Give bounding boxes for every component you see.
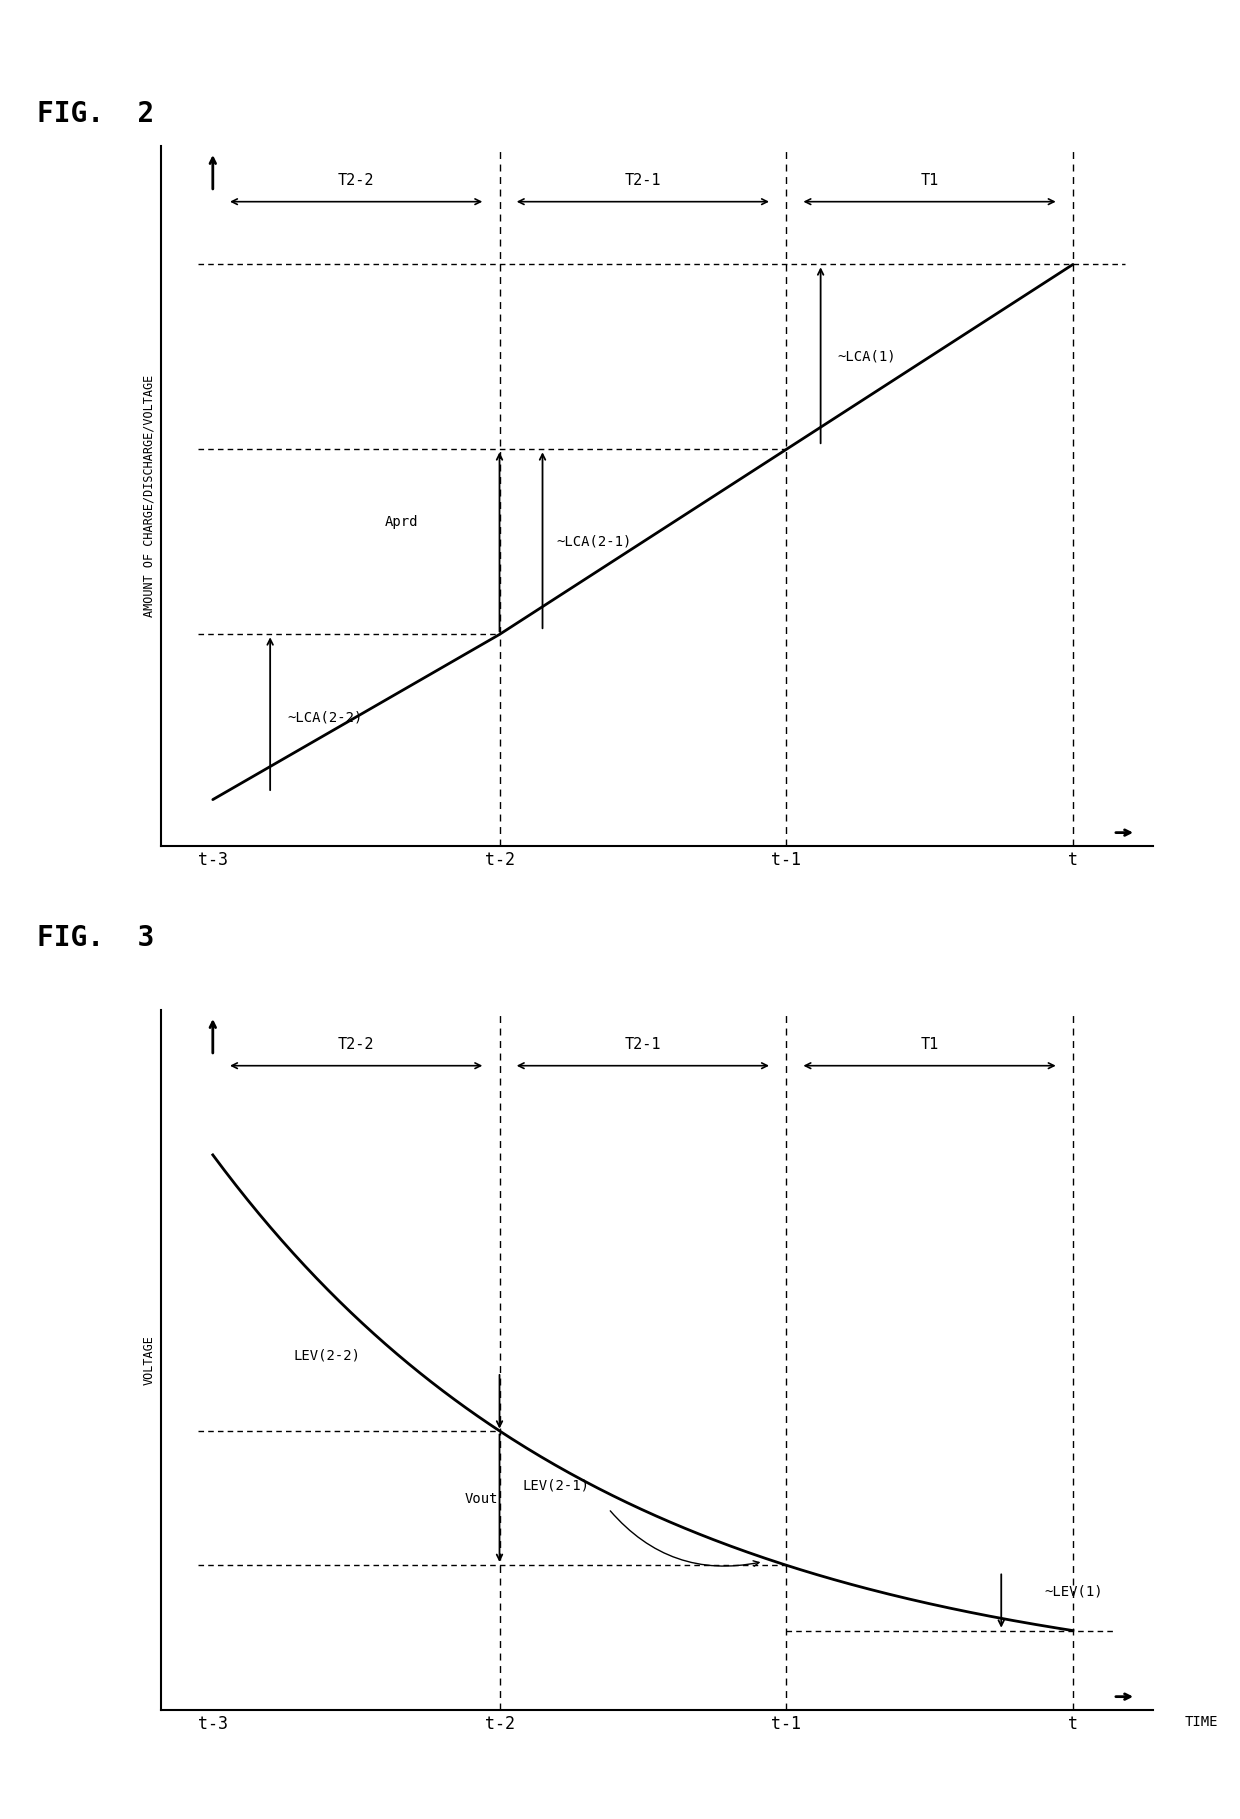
Text: T2-2: T2-2 bbox=[339, 1037, 374, 1053]
Text: T1: T1 bbox=[920, 1037, 939, 1053]
Text: Vout: Vout bbox=[465, 1492, 498, 1506]
Text: ~LCA(2-2): ~LCA(2-2) bbox=[288, 709, 363, 724]
Text: FIG.  2: FIG. 2 bbox=[37, 100, 155, 127]
Text: T2-2: T2-2 bbox=[339, 173, 374, 189]
Y-axis label: VOLTAGE: VOLTAGE bbox=[143, 1335, 156, 1384]
Text: T1: T1 bbox=[920, 173, 939, 189]
Text: T2-1: T2-1 bbox=[625, 173, 661, 189]
Text: LEV(2-2): LEV(2-2) bbox=[293, 1348, 360, 1362]
Text: FIG.  3: FIG. 3 bbox=[37, 924, 155, 951]
Text: ~LCA(1): ~LCA(1) bbox=[838, 349, 897, 364]
Y-axis label: AMOUNT OF CHARGE/DISCHARGE/VOLTAGE: AMOUNT OF CHARGE/DISCHARGE/VOLTAGE bbox=[143, 375, 156, 617]
Text: Aprd: Aprd bbox=[384, 515, 418, 529]
Text: TIME: TIME bbox=[1184, 1715, 1218, 1730]
Text: ~LEV(1): ~LEV(1) bbox=[1044, 1584, 1102, 1599]
Text: T2-1: T2-1 bbox=[625, 1037, 661, 1053]
Text: LEV(2-1): LEV(2-1) bbox=[522, 1479, 589, 1492]
Text: ~LCA(2-1): ~LCA(2-1) bbox=[557, 535, 632, 549]
